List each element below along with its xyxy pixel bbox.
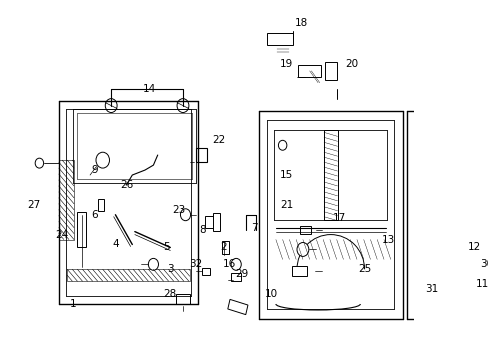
Circle shape — [231, 258, 241, 270]
Text: 21: 21 — [280, 200, 293, 210]
Text: 19: 19 — [280, 59, 293, 69]
Bar — [204, 216, 216, 228]
Text: 30: 30 — [480, 259, 488, 269]
Text: 1: 1 — [70, 299, 76, 309]
Text: 13: 13 — [381, 234, 394, 244]
Text: 22: 22 — [212, 135, 225, 145]
Text: 24: 24 — [56, 230, 69, 239]
Bar — [227, 300, 247, 315]
Circle shape — [35, 158, 43, 168]
Circle shape — [296, 243, 308, 256]
Bar — [267, 33, 292, 45]
Circle shape — [420, 279, 429, 289]
Bar — [297, 65, 321, 77]
Bar — [231, 273, 241, 281]
Text: 5: 5 — [163, 243, 169, 252]
Text: 6: 6 — [91, 210, 98, 220]
Circle shape — [105, 99, 117, 113]
Text: 10: 10 — [264, 289, 278, 299]
Text: 25: 25 — [357, 264, 370, 274]
Bar — [324, 130, 337, 220]
Text: 15: 15 — [280, 170, 293, 180]
Bar — [67, 269, 189, 281]
Text: 18: 18 — [294, 18, 307, 28]
Text: 2: 2 — [220, 243, 226, 252]
Circle shape — [96, 152, 109, 168]
Text: 14: 14 — [142, 84, 156, 94]
Text: 23: 23 — [172, 205, 185, 215]
Bar — [77, 212, 86, 247]
Bar — [176, 294, 189, 304]
Text: 26: 26 — [120, 180, 133, 190]
Text: 3: 3 — [167, 264, 173, 274]
Bar — [222, 240, 228, 255]
Bar — [300, 226, 310, 234]
Circle shape — [148, 258, 158, 270]
Circle shape — [180, 209, 190, 221]
Text: 20: 20 — [345, 59, 358, 69]
Bar — [201, 268, 209, 275]
Bar — [98, 199, 104, 211]
Bar — [213, 213, 220, 231]
Text: 12: 12 — [467, 243, 480, 252]
Text: 9: 9 — [91, 165, 98, 175]
Text: 27: 27 — [27, 200, 40, 210]
Text: 16: 16 — [223, 259, 236, 269]
Text: 28: 28 — [163, 289, 177, 299]
Circle shape — [278, 140, 286, 150]
Text: 8: 8 — [199, 225, 205, 235]
Text: 11: 11 — [475, 279, 488, 289]
Bar — [324, 62, 336, 80]
Text: 29: 29 — [235, 269, 248, 279]
Text: 32: 32 — [189, 259, 202, 269]
Text: 4: 4 — [112, 239, 119, 249]
Bar — [195, 148, 207, 162]
Circle shape — [425, 199, 435, 211]
Bar — [291, 266, 306, 276]
Circle shape — [177, 99, 188, 113]
Text: 31: 31 — [425, 284, 438, 294]
Text: 7: 7 — [251, 222, 258, 233]
Text: 17: 17 — [332, 213, 345, 223]
Bar — [59, 160, 74, 239]
